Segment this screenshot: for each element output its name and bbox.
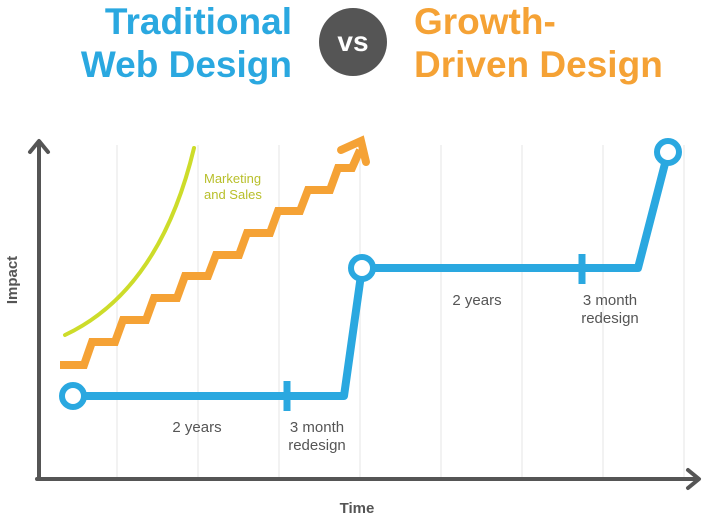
traditional-start-node	[59, 382, 87, 410]
x-axis-arrow	[686, 468, 701, 490]
redesign-label-2-line1: 3 month	[583, 292, 637, 309]
traditional-launch-node	[348, 254, 376, 282]
years-label-1: 2 years	[172, 419, 221, 436]
growth-title-line1: Growth-	[414, 1, 556, 42]
marketing-label-line2: and Sales	[204, 187, 262, 202]
growth-driven-staircase	[60, 148, 364, 369]
growth-arrow-head	[337, 135, 370, 166]
x-axis-label: Time	[340, 500, 375, 516]
redesign-label-1-line1: 3 month	[290, 419, 344, 436]
traditional-title-line2: Web Design	[80, 44, 292, 85]
traditional-title: Traditional Web Design	[0, 0, 292, 86]
growth-driven-title: Growth- Driven Design	[414, 0, 704, 86]
growth-title-line2: Driven Design	[414, 44, 663, 85]
vs-badge: vs	[319, 8, 387, 76]
grid-lines	[116, 145, 685, 478]
traditional-title-line1: Traditional	[104, 1, 292, 42]
redesign-label-2-line2: redesign	[581, 310, 639, 327]
y-axis-label: Impact	[4, 256, 21, 304]
years-label-2: 2 years	[452, 292, 501, 309]
axes	[28, 139, 701, 490]
marketing-sales-curve	[63, 146, 196, 337]
marketing-label-line1: Marketing	[204, 171, 261, 186]
y-axis-arrow	[28, 139, 50, 154]
traditional-end-node	[654, 138, 682, 166]
redesign-label-1-line2: redesign	[288, 437, 346, 454]
